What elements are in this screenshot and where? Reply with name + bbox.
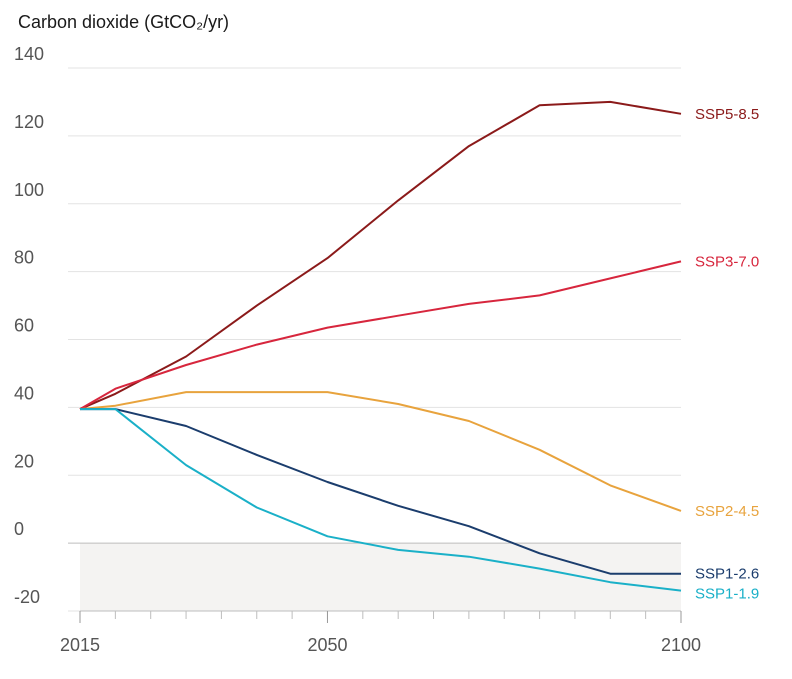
- y-tick-label: 40: [14, 383, 34, 403]
- y-tick-label: 0: [14, 519, 24, 539]
- series-line: [79, 391, 682, 512]
- series-line: [79, 100, 682, 411]
- series-label: SSP1-1.9: [695, 586, 759, 603]
- y-tick-label: 20: [14, 451, 34, 471]
- chart-title: Carbon dioxide (GtCO₂/yr): [18, 12, 230, 32]
- y-tick-label: 80: [14, 248, 34, 268]
- y-tick-label: 120: [14, 112, 44, 132]
- x-tick-label: 2050: [307, 635, 347, 655]
- series-line: [80, 408, 682, 592]
- series-label: SSP3-7.0: [695, 253, 759, 270]
- series-line: [80, 408, 681, 575]
- y-tick-label: 60: [14, 316, 34, 336]
- series-label: SSP2-4.5: [695, 503, 759, 520]
- y-tick-label: 140: [14, 44, 44, 64]
- y-tick-label: -20: [14, 587, 40, 607]
- series-label: SSP5-8.5: [695, 106, 759, 123]
- series-label: SSP1-2.6: [695, 566, 759, 583]
- x-tick-label: 2015: [60, 635, 100, 655]
- series-line: [79, 260, 682, 410]
- negative-region: [80, 543, 681, 611]
- x-tick-label: 2100: [661, 635, 701, 655]
- y-tick-label: 100: [14, 180, 44, 200]
